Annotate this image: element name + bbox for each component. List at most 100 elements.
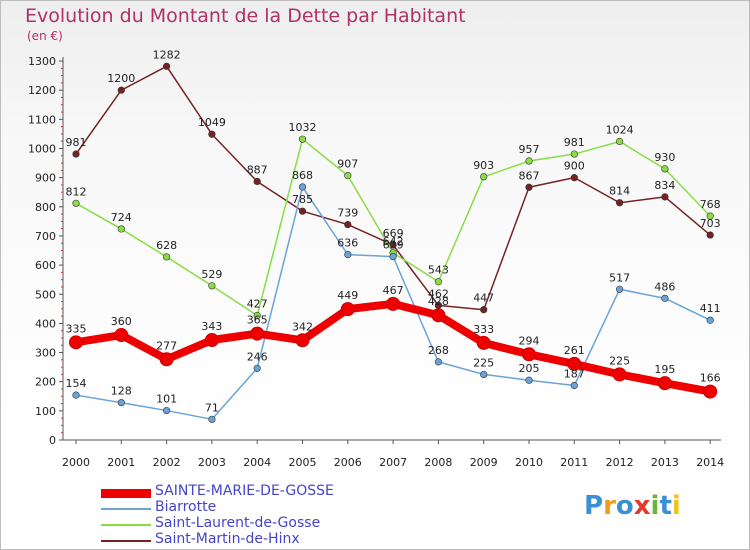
- data-label: 205: [519, 362, 540, 375]
- x-tick-label: 2000: [62, 456, 90, 469]
- data-label: 467: [383, 284, 404, 297]
- legend-label: Saint-Martin-de-Hinx: [155, 531, 300, 547]
- data-point: [706, 212, 714, 220]
- x-tick-label: 2003: [198, 456, 226, 469]
- data-label: 449: [337, 289, 358, 302]
- data-point: [612, 367, 627, 382]
- data-label: 128: [111, 385, 132, 398]
- data-point: [703, 384, 718, 399]
- chart-title: Evolution du Montant de la Dette par Hab…: [25, 5, 466, 27]
- x-tick-label: 2012: [606, 456, 634, 469]
- x-tick-label: 2013: [651, 456, 679, 469]
- data-label: 903: [473, 159, 494, 172]
- data-point: [253, 364, 261, 372]
- data-point: [567, 356, 582, 371]
- data-label: 101: [156, 393, 177, 406]
- data-label: 360: [111, 315, 132, 328]
- data-point: [163, 406, 171, 415]
- data-point: [298, 207, 307, 215]
- data-label: 517: [609, 271, 630, 284]
- y-tick-label: 1000: [28, 143, 56, 156]
- data-label: 867: [519, 169, 540, 182]
- data-label: 543: [428, 264, 449, 277]
- data-point: [69, 335, 83, 350]
- data-label: 981: [66, 136, 87, 149]
- data-label: 277: [156, 339, 177, 352]
- data-label: 447: [473, 292, 494, 305]
- x-tick-label: 2005: [289, 456, 317, 469]
- data-point: [434, 358, 443, 366]
- data-point: [480, 306, 488, 314]
- data-label: 814: [609, 185, 630, 198]
- data-point: [615, 285, 624, 293]
- x-tick-label: 2014: [696, 456, 724, 469]
- data-label: 785: [292, 193, 313, 206]
- data-point: [295, 333, 310, 348]
- data-point: [480, 370, 488, 379]
- data-point: [117, 399, 125, 407]
- data-point: [344, 251, 352, 259]
- y-tick-label: 1300: [28, 55, 56, 68]
- data-point: [389, 241, 397, 249]
- data-label: 411: [700, 302, 721, 315]
- data-label: 428: [428, 295, 449, 308]
- legend-label: Biarrotte: [155, 499, 217, 515]
- data-point: [661, 165, 669, 173]
- legend-swatch: [101, 540, 151, 542]
- data-label: 907: [337, 158, 358, 171]
- data-label: 768: [700, 198, 721, 211]
- y-tick-label: 500: [35, 288, 56, 301]
- x-tick-label: 2008: [424, 456, 452, 469]
- data-label: 887: [247, 163, 268, 176]
- data-label: 225: [609, 354, 630, 367]
- data-label: 529: [201, 268, 222, 281]
- x-tick-label: 2002: [153, 456, 181, 469]
- data-label: 834: [654, 179, 675, 192]
- data-label: 294: [519, 334, 540, 347]
- y-tick-label: 100: [35, 405, 56, 418]
- data-label: 724: [111, 211, 132, 224]
- y-tick-label: 0: [49, 434, 56, 447]
- data-label: 365: [247, 314, 268, 327]
- data-point: [298, 135, 307, 143]
- y-tick-label: 600: [35, 259, 56, 272]
- y-tick-label: 900: [35, 172, 56, 185]
- data-label: 166: [700, 372, 721, 385]
- data-point: [298, 183, 307, 191]
- data-point: [525, 183, 533, 191]
- data-point: [117, 86, 125, 94]
- data-label: 642: [383, 235, 404, 248]
- x-tick-label: 2009: [470, 456, 498, 469]
- data-point: [434, 278, 443, 286]
- data-point: [208, 282, 216, 290]
- data-label: 1024: [606, 124, 634, 137]
- data-label: 195: [654, 363, 675, 376]
- data-point: [525, 157, 533, 165]
- x-tick-label: 2010: [515, 456, 543, 469]
- data-point: [250, 326, 265, 341]
- data-point: [204, 333, 219, 348]
- y-tick-label: 800: [35, 201, 56, 214]
- data-point: [114, 328, 129, 343]
- data-label: 225: [473, 356, 494, 369]
- legend-swatch: [101, 488, 151, 498]
- data-point: [159, 352, 174, 367]
- data-label: 628: [156, 239, 177, 252]
- data-point: [570, 174, 578, 182]
- data-point: [570, 150, 578, 158]
- data-label: 629: [383, 239, 404, 252]
- y-tick-label: 1200: [28, 84, 56, 97]
- data-point: [480, 173, 488, 181]
- data-label: 957: [519, 143, 540, 156]
- data-label: 900: [564, 160, 585, 173]
- x-tick-label: 2011: [560, 456, 588, 469]
- data-label: 261: [564, 344, 585, 357]
- data-point: [72, 391, 80, 399]
- x-tick-label: 2007: [379, 456, 407, 469]
- data-label: 739: [337, 207, 358, 220]
- data-point: [706, 316, 714, 324]
- data-point: [344, 220, 352, 229]
- data-label: 343: [201, 320, 222, 333]
- data-label: 268: [428, 344, 449, 357]
- data-point: [208, 130, 216, 138]
